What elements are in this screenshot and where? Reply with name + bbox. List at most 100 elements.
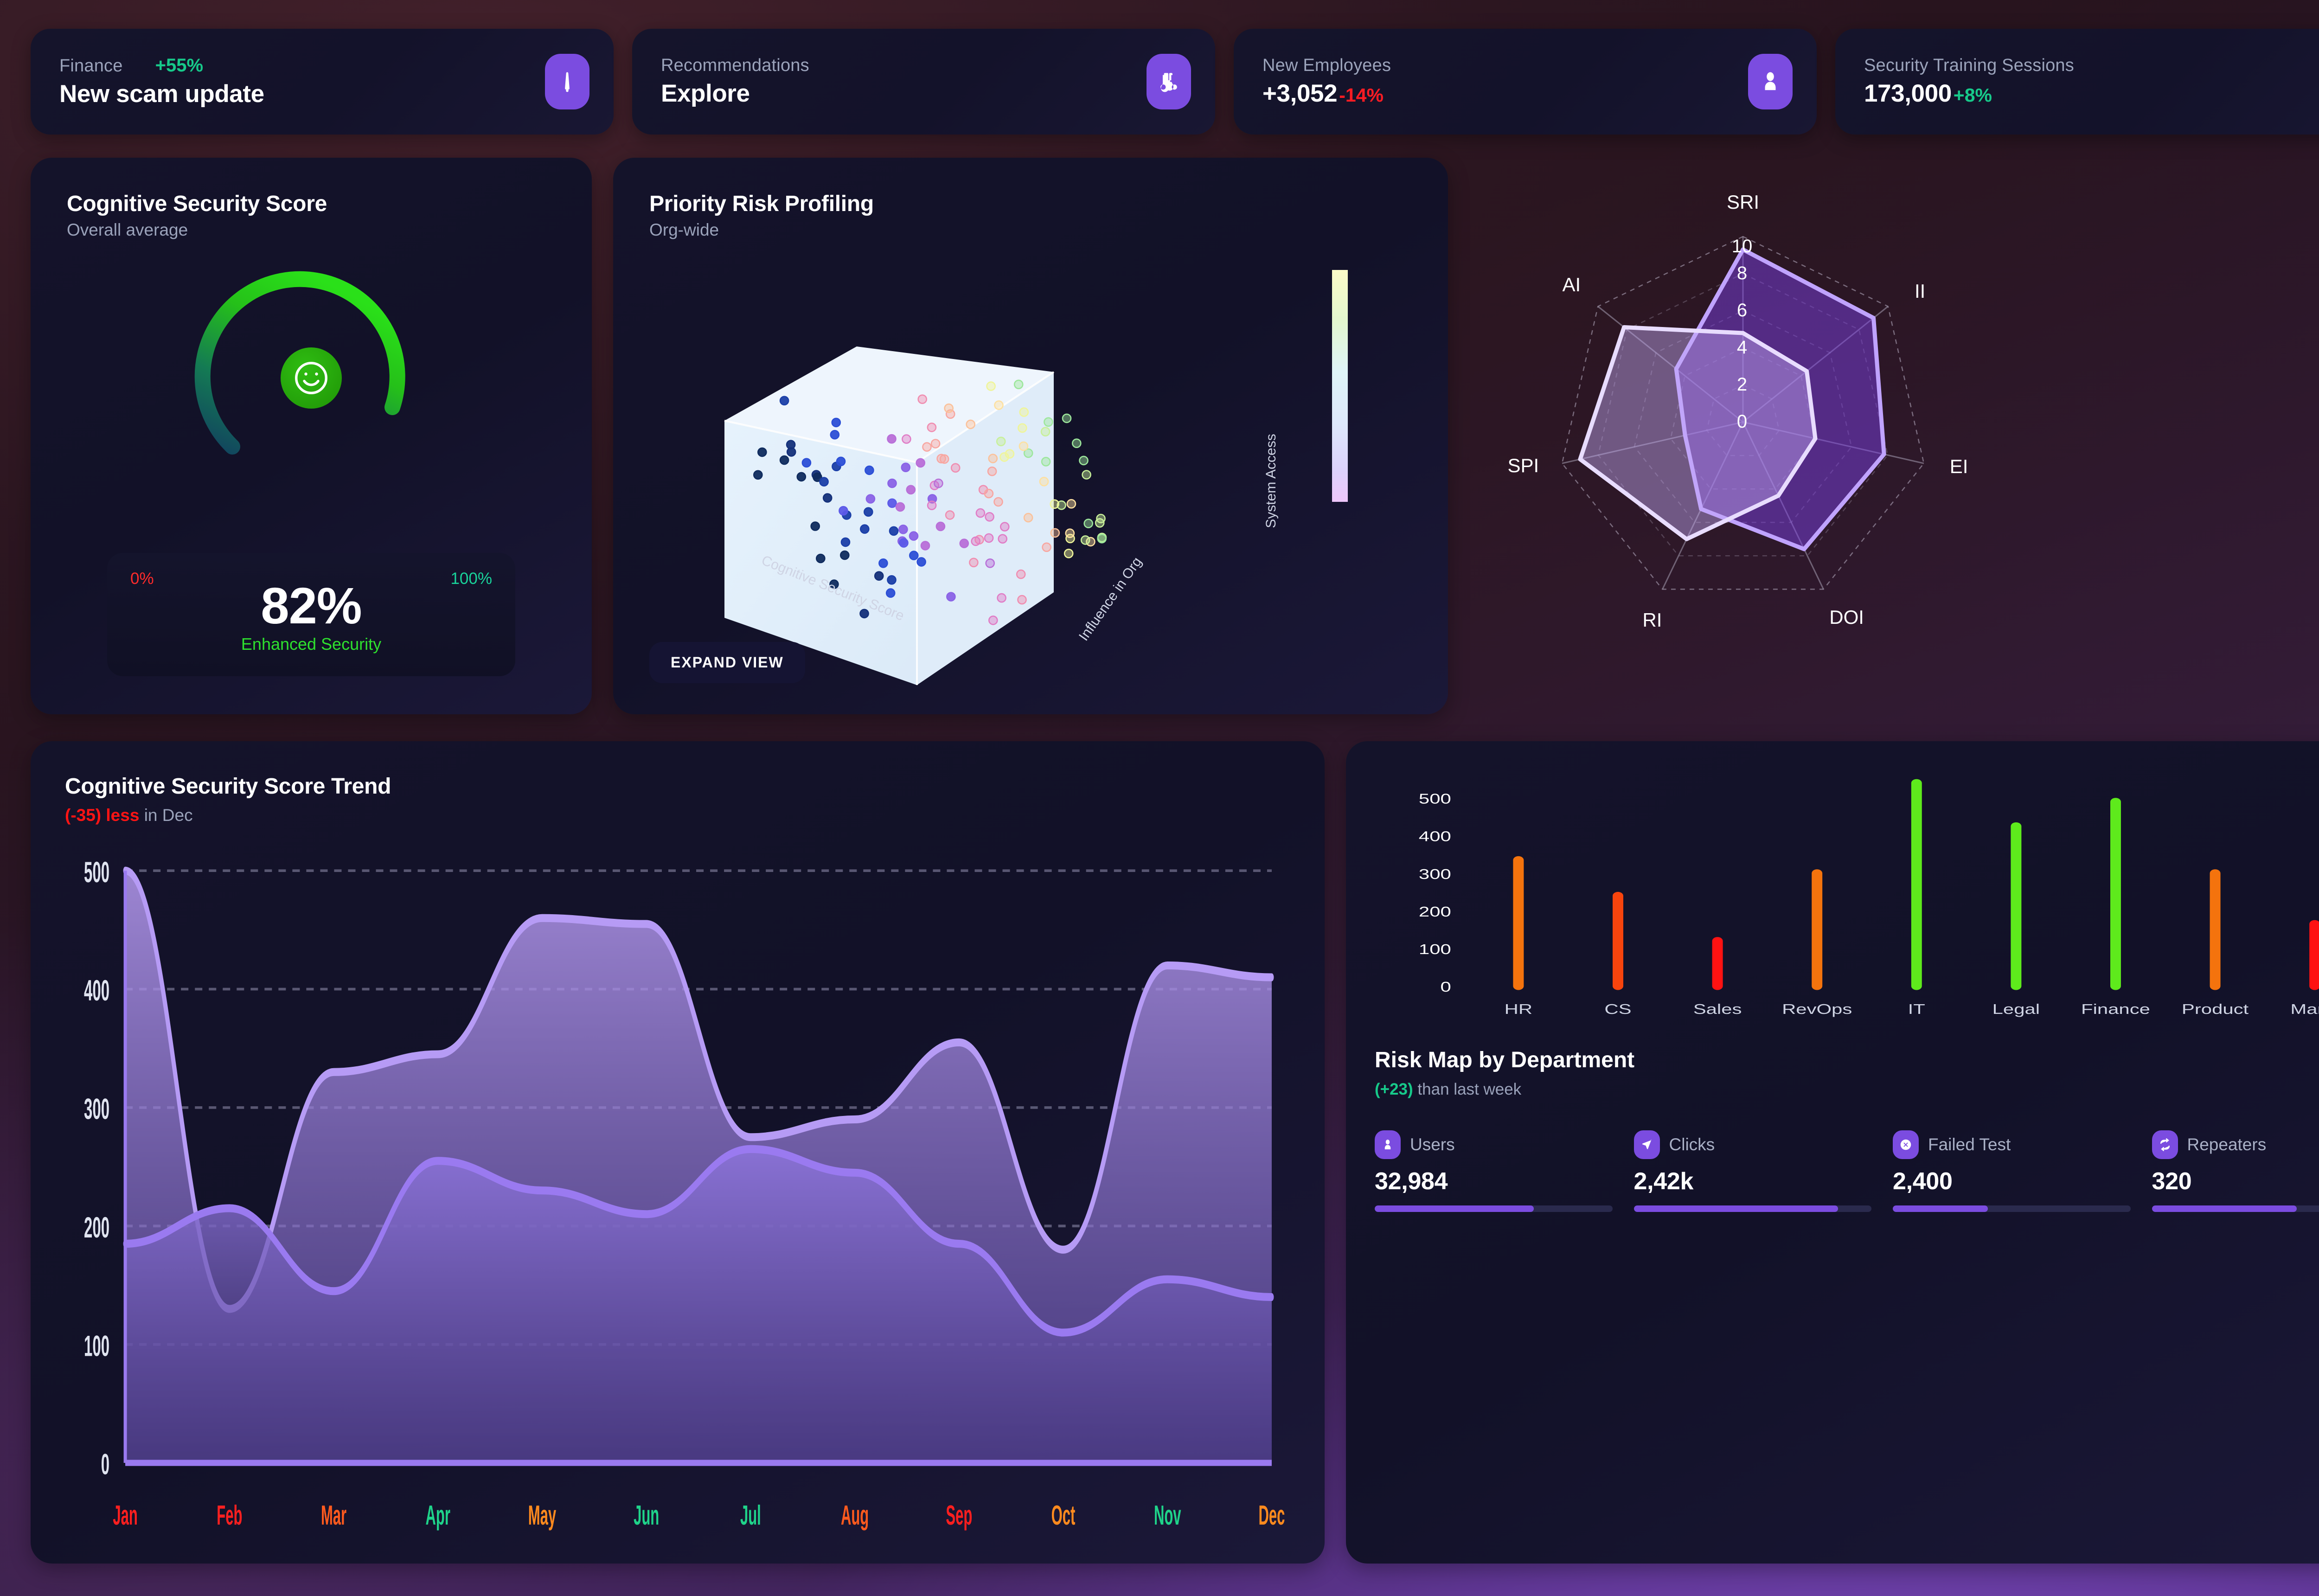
person-icon[interactable] — [1748, 54, 1793, 109]
stat-clicks[interactable]: Clicks 2,42k — [1634, 1130, 1871, 1212]
stat-progress-fill — [2152, 1205, 2297, 1212]
stat-label: Clicks — [1669, 1135, 1715, 1154]
bar-y-tick: 0 — [1440, 979, 1451, 995]
kpi-label: Finance — [59, 56, 123, 76]
stat-value: 2,42k — [1634, 1168, 1694, 1195]
score-panel: 0% 100% 82% Enhanced Security — [107, 553, 515, 676]
stat-label: Repeaters — [2187, 1135, 2267, 1154]
kpi-card-recommendations[interactable]: Recommendations Explore — [632, 29, 1215, 135]
trend-delta-suffix: in Dec — [144, 806, 193, 825]
scatter-axis-z-label: System Access — [1263, 434, 1279, 528]
cube-faces — [724, 346, 1054, 685]
radar-axis-label: SPI — [1508, 455, 1539, 476]
kpi-delta: +8% — [1953, 84, 1992, 106]
stat-progress-track — [1634, 1205, 1871, 1212]
kpi-value: Explore — [661, 80, 750, 107]
expand-view-button[interactable]: EXPAND VIEW — [649, 642, 805, 683]
kpi-value: 173,000 — [1864, 80, 1952, 107]
smiley-face-icon — [281, 347, 342, 409]
stat-failed-test[interactable]: Failed Test 2,400 — [1893, 1130, 2131, 1212]
stat-value: 2,400 — [1893, 1168, 1953, 1195]
trend-y-tick: 100 — [84, 1330, 109, 1362]
risk-map-title: Risk Map by Department — [1375, 1048, 1635, 1072]
trend-y-tick: 400 — [84, 974, 109, 1007]
middle-row: Cognitive Security Score Overall average — [31, 158, 2319, 714]
trend-x-tick: Jul — [740, 1500, 761, 1530]
cursor-arrow-icon — [1634, 1130, 1660, 1159]
trend-subtitle: (-35) less in Dec — [65, 806, 1290, 825]
kpi-card-new-employees[interactable]: New Employees +3,052 -14% — [1234, 29, 1817, 135]
binoculars-icon[interactable] — [1147, 54, 1191, 109]
stat-users[interactable]: Users 32,984 — [1375, 1130, 1613, 1212]
risk-map-card: 0 100 200 300 400 500 HR CS Sales RevOps IT Legal Fi… — [1346, 741, 2319, 1564]
stat-progress-fill — [1893, 1205, 1988, 1212]
stat-value: 320 — [2152, 1168, 2192, 1195]
radar-axis-label: DOI — [1829, 606, 1864, 628]
kpi-value: +3,052 — [1262, 80, 1338, 107]
kpi-card-security-training[interactable]: Security Training Sessions 173,000 +8% — [1835, 29, 2319, 135]
trend-x-tick: Apr — [426, 1500, 450, 1530]
radar-tick-label: 2 — [1737, 374, 1747, 395]
kpi-delta-top: +55% — [155, 55, 204, 76]
radar-tick-label: 10 — [1732, 236, 1753, 256]
alert-triangle-icon[interactable] — [545, 54, 589, 109]
trend-y-tick: 200 — [84, 1211, 109, 1244]
bar-y-tick: 400 — [1419, 828, 1451, 845]
bar-x-tick: Product — [2182, 1001, 2249, 1017]
person-icon — [1375, 1130, 1401, 1159]
trend-x-tick: Mar — [321, 1500, 346, 1530]
bar-x-tick: CS — [1604, 1001, 1631, 1017]
stats-row: Users 32,984 Clicks — [1375, 1130, 2319, 1212]
stat-progress-fill — [1634, 1205, 1839, 1212]
priority-risk-profiling-card: Priority Risk Profiling Org-wide — [613, 158, 1448, 714]
trend-area-1 — [125, 1149, 1272, 1463]
radar-axis-label: EI — [1950, 455, 1968, 477]
cube-axes — [724, 371, 1055, 685]
trend-x-tick: Aug — [841, 1500, 869, 1530]
x-circle-icon — [1893, 1130, 1919, 1159]
kpi-label: Recommendations — [661, 56, 809, 75]
score-max-label: 100% — [450, 570, 492, 588]
cognitive-security-score-trend-card: Cognitive Security Score Trend (-35) les… — [31, 741, 1325, 1564]
kpi-card-finance[interactable]: Finance +55% New scam update — [31, 29, 614, 135]
radar-series-1 — [1578, 325, 1818, 541]
risk-delta-suffix: than last week — [1417, 1080, 1522, 1098]
radar-tick-label: 0 — [1737, 411, 1747, 432]
bottom-row: Cognitive Security Score Trend (-35) les… — [31, 741, 2319, 1564]
trend-y-tick: 500 — [84, 856, 109, 889]
scatter-points — [753, 379, 1107, 625]
bar-y-tick: 500 — [1419, 791, 1451, 807]
trend-line-1 — [123, 1145, 1274, 1337]
bar-x-tick: RevOps — [1782, 1001, 1852, 1017]
trend-x-tick: Dec — [1259, 1500, 1285, 1530]
radar-series-0 — [1674, 247, 1886, 551]
bar-x-tick: Finance — [2081, 1001, 2150, 1017]
bar-x-tick: Markt — [2290, 1001, 2319, 1017]
radar-tick-label: 6 — [1737, 300, 1747, 320]
repeat-icon — [2152, 1130, 2178, 1159]
trend-x-tick: Nov — [1154, 1500, 1181, 1530]
radar-tick-label: 8 — [1737, 263, 1747, 283]
stat-repeaters[interactable]: Repeaters 320 — [2152, 1130, 2319, 1212]
radar-axis-label: AI — [1562, 274, 1581, 295]
stat-label: Users — [1410, 1135, 1455, 1154]
bar-y-tick: 100 — [1419, 941, 1451, 957]
scatter-axis-y-label: Influence in Org — [1076, 554, 1145, 643]
bar-x-tick: IT — [1908, 1001, 1925, 1017]
stat-progress-track — [2152, 1205, 2319, 1212]
card-subtitle: Overall average — [67, 220, 188, 239]
trend-x-tick: Oct — [1051, 1500, 1076, 1530]
bar-x-tick: Legal — [1992, 1001, 2040, 1017]
risk-map-subtitle: (+23) than last week — [1375, 1080, 2319, 1099]
radar-tick-label: 4 — [1737, 337, 1747, 358]
stat-value: 32,984 — [1375, 1168, 1448, 1195]
trend-x-tick: May — [528, 1500, 556, 1530]
trend-line-0 — [123, 866, 1274, 1313]
trend-x-tick: Sep — [946, 1500, 972, 1530]
kpi-label: New Employees — [1262, 56, 1391, 75]
card-title: Priority Risk Profiling — [649, 192, 874, 216]
trend-y-tick: 0 — [101, 1448, 109, 1481]
radar-axis-label: RI — [1642, 609, 1662, 631]
radar-chart: 0 2 4 6 8 10 SRI II EI DOI RI SPI AI — [1508, 191, 1968, 631]
score-min-label: 0% — [130, 570, 154, 588]
